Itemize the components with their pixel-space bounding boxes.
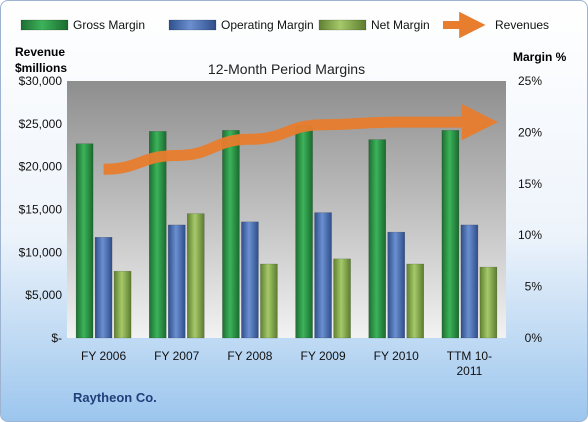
x-tick-label: 2011	[457, 364, 483, 378]
revenue-line-group	[103, 103, 498, 175]
right-tick-label: 20%	[518, 125, 542, 139]
right-tick-label: 25%	[518, 74, 542, 88]
right-axis-ticks: 0% 5% 10% 15% 20% 25%	[518, 74, 542, 345]
operating-margin-bar	[94, 237, 113, 339]
left-tick-label: $-	[51, 331, 62, 345]
chart-title: 12-Month Period Margins	[208, 61, 365, 77]
revenues-line	[103, 103, 498, 175]
left-axis-title-line1: Revenue	[15, 45, 65, 59]
legend-swatch-operating-margin	[168, 19, 217, 31]
legend-label: Operating Margin	[221, 18, 314, 32]
gross-margin-bar	[295, 125, 313, 339]
gross-margin-bar	[222, 130, 240, 339]
x-tick-label: TTM 10-	[447, 349, 492, 363]
operating-margin-bar	[241, 221, 259, 339]
legend-swatch-gross-margin	[20, 19, 69, 31]
gross-margin-bar	[368, 139, 386, 339]
left-axis-title-line2: $millions	[15, 61, 67, 75]
x-tick-label: FY 2006	[81, 349, 126, 363]
legend-label: Revenues	[495, 18, 549, 32]
right-tick-label: 10%	[518, 228, 542, 242]
x-tick-label: FY 2007	[154, 349, 199, 363]
left-axis-ticks: $- $5,000 $10,000 $15,000 $20,000 $25,000 $30,…	[19, 74, 63, 345]
right-tick-label: 15%	[518, 177, 542, 191]
right-tick-label: 5%	[525, 280, 543, 294]
net-margin-bar	[333, 258, 351, 339]
left-tick-label: $20,000	[19, 160, 63, 174]
gross-margin-bar	[149, 131, 167, 339]
company-label: Raytheon Co.	[73, 390, 157, 405]
legend-swatch-net-margin	[318, 19, 367, 31]
operating-margin-bar	[168, 224, 186, 339]
x-tick-label: FY 2009	[301, 349, 346, 363]
right-axis-title: Margin %	[513, 50, 567, 64]
net-margin-bar	[187, 213, 205, 339]
net-margin-bar	[260, 263, 278, 339]
legend-label: Net Margin	[371, 18, 430, 32]
net-margin-bar	[406, 263, 424, 339]
gross-margin-bar	[441, 130, 460, 339]
operating-margin-bar	[314, 212, 332, 339]
left-tick-label: $10,000	[19, 245, 63, 259]
x-axis-ticks: FY 2006 FY 2007 FY 2008 FY 2009 FY 2010 TTM 1…	[81, 349, 492, 378]
left-tick-label: $15,000	[19, 203, 63, 217]
right-tick-label: 0%	[525, 331, 543, 345]
legend-label: Gross Margin	[73, 18, 145, 32]
gross-margin-bar	[75, 143, 94, 339]
operating-margin-bar	[460, 224, 479, 339]
net-margin-bar	[479, 266, 498, 339]
left-tick-label: $5,000	[25, 288, 62, 302]
x-tick-label: FY 2010	[374, 349, 419, 363]
left-tick-label: $25,000	[19, 117, 63, 131]
net-margin-bar	[113, 270, 132, 339]
operating-margin-bar	[387, 231, 405, 339]
bar-series-group	[75, 125, 498, 339]
x-tick-label: FY 2008	[227, 349, 272, 363]
left-tick-label: $30,000	[19, 74, 63, 88]
chart-legend: Gross Margin Operating Margin Net Margin Re…	[20, 11, 549, 39]
